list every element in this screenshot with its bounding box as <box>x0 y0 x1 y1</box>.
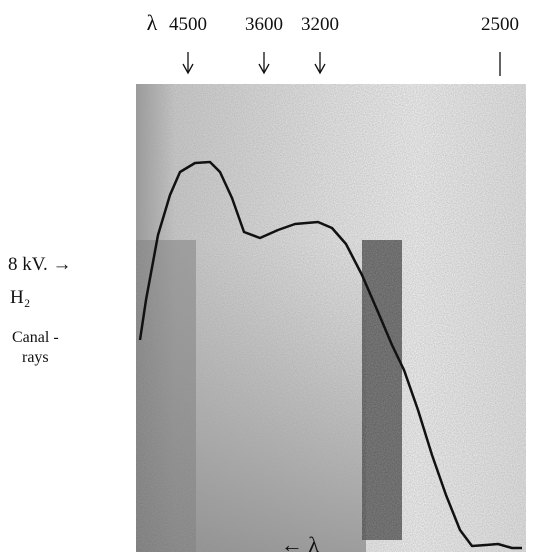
direction-label: ← λ <box>281 532 320 557</box>
wavelength-marker: 3200 <box>301 14 339 35</box>
photographic-plate <box>136 84 526 552</box>
wavelength-marker: 2500 <box>481 14 519 35</box>
wavelength-marker: 3600 <box>245 14 283 35</box>
marker-arrow <box>258 63 270 75</box>
voltage-label: 8 kV. → <box>8 254 72 275</box>
marker-arrow <box>182 63 194 75</box>
lambda-label: λ <box>147 10 158 35</box>
ion-label: H₂ <box>10 287 30 308</box>
marker-arrow <box>314 63 326 75</box>
wavelength-markers: 4500 3600 3200 2500 <box>169 14 519 76</box>
intensity-curve <box>138 160 522 550</box>
source-label: Canal - <box>12 329 59 346</box>
source-label: rays <box>22 349 49 366</box>
wavelength-marker: 4500 <box>169 14 207 35</box>
